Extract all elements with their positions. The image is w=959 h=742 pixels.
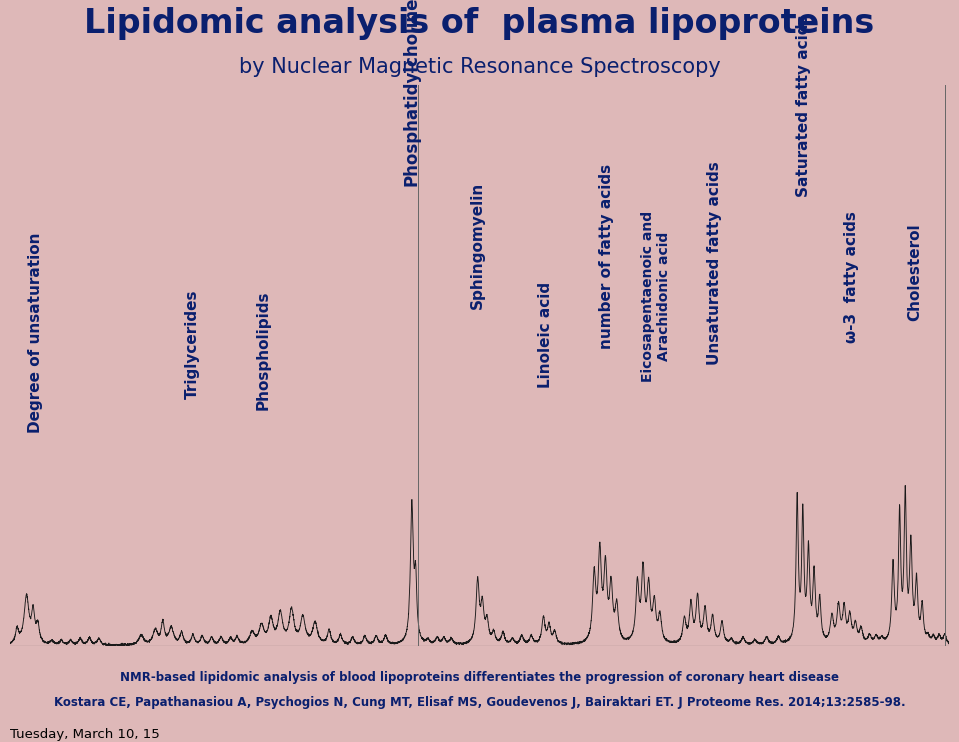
Text: Eicosapentaenoic and
Arachidonic acid: Eicosapentaenoic and Arachidonic acid [641,211,671,382]
Text: Phosphatidylcholine: Phosphatidylcholine [403,0,421,186]
Text: Tuesday, March 10, 15: Tuesday, March 10, 15 [10,729,159,741]
Text: Lipidomic analysis of  plasma lipoproteins: Lipidomic analysis of plasma lipoprotein… [84,7,875,40]
Text: Saturated fatty acids: Saturated fatty acids [796,15,811,197]
Text: NMR-based lipidomic analysis of blood lipoproteins differentiates the progressio: NMR-based lipidomic analysis of blood li… [120,672,839,684]
Text: Kostara CE, Papathanasiou A, Psychogios N, Cung MT, Elisaf MS, Goudevenos J, Bai: Kostara CE, Papathanasiou A, Psychogios … [54,696,905,709]
Text: Phospholipids: Phospholipids [256,291,270,410]
Text: by Nuclear Magnetic Resonance Spectroscopy: by Nuclear Magnetic Resonance Spectrosco… [239,56,720,76]
Text: number of fatty acids: number of fatty acids [598,163,614,349]
Text: Cholesterol: Cholesterol [907,223,923,321]
Text: Unsaturated fatty acids: Unsaturated fatty acids [707,162,722,366]
Text: Degree of unsaturation: Degree of unsaturation [29,232,43,433]
Text: Sphingomyelin: Sphingomyelin [470,183,485,309]
Text: Triglycerides: Triglycerides [185,289,200,399]
Text: Linoleic acid: Linoleic acid [538,282,552,388]
Text: ω-3  fatty acids: ω-3 fatty acids [844,211,859,343]
